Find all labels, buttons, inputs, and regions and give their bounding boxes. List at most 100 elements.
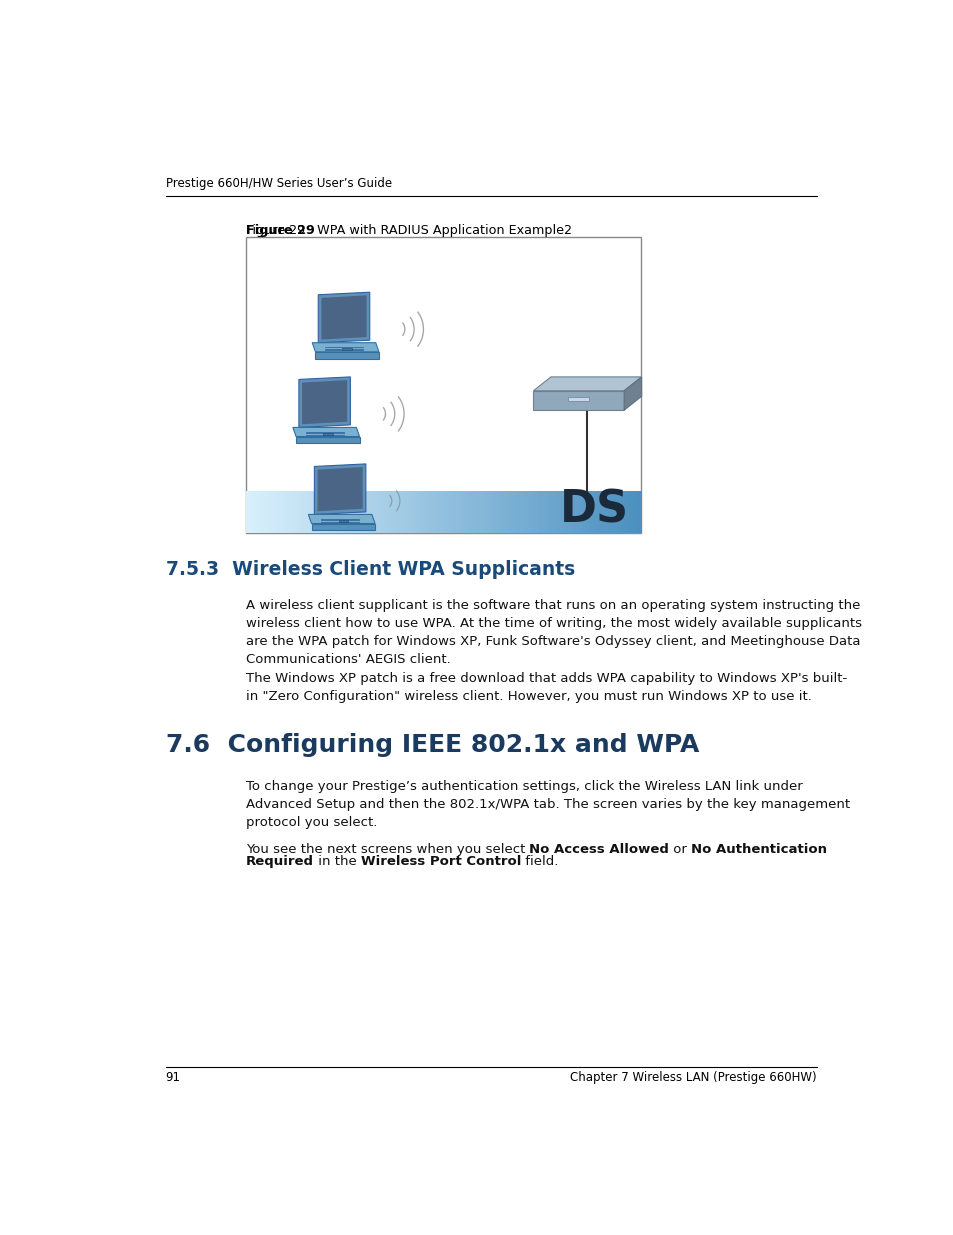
Bar: [269, 490, 274, 534]
Bar: [494, 490, 498, 534]
Bar: [364, 490, 369, 534]
Bar: [558, 490, 562, 534]
Polygon shape: [302, 380, 347, 425]
Bar: [285, 490, 290, 534]
Bar: [300, 490, 305, 534]
Bar: [253, 490, 258, 534]
Bar: [368, 490, 373, 534]
Bar: [541, 490, 546, 534]
Bar: [537, 490, 542, 534]
Polygon shape: [308, 515, 375, 524]
Bar: [514, 490, 518, 534]
Bar: [458, 490, 463, 534]
Bar: [466, 490, 471, 534]
Text: You see the next screens when you select: You see the next screens when you select: [245, 842, 529, 856]
Text: Wireless Port Control: Wireless Port Control: [360, 855, 520, 868]
Bar: [416, 490, 420, 534]
Bar: [352, 490, 356, 534]
Bar: [443, 490, 448, 534]
Bar: [431, 490, 436, 534]
Bar: [257, 490, 262, 534]
Bar: [403, 490, 408, 534]
Bar: [305, 490, 310, 534]
Bar: [313, 490, 317, 534]
Text: or: or: [668, 842, 691, 856]
Bar: [521, 490, 526, 534]
Text: 7.5.3  Wireless Client WPA Supplicants: 7.5.3 Wireless Client WPA Supplicants: [166, 561, 575, 579]
Bar: [581, 490, 586, 534]
Polygon shape: [317, 467, 362, 511]
Bar: [502, 490, 507, 534]
Bar: [309, 490, 314, 534]
Bar: [545, 490, 550, 534]
Bar: [375, 490, 380, 534]
Bar: [561, 490, 566, 534]
Bar: [510, 490, 515, 534]
Bar: [632, 490, 637, 534]
Bar: [273, 490, 277, 534]
Text: Required: Required: [245, 855, 314, 868]
Bar: [395, 490, 400, 534]
Text: DS: DS: [559, 489, 628, 532]
Bar: [438, 490, 443, 534]
Text: Chapter 7 Wireless LAN (Prestige 660HW): Chapter 7 Wireless LAN (Prestige 660HW): [570, 1072, 816, 1084]
Bar: [423, 490, 428, 534]
Bar: [281, 490, 286, 534]
Bar: [277, 490, 282, 534]
Bar: [534, 490, 538, 534]
Bar: [383, 490, 388, 534]
Bar: [517, 490, 522, 534]
Polygon shape: [533, 377, 641, 390]
Bar: [565, 490, 570, 534]
Bar: [478, 490, 483, 534]
Bar: [245, 237, 640, 534]
Bar: [388, 490, 393, 534]
Bar: [498, 490, 503, 534]
Bar: [490, 490, 495, 534]
Bar: [316, 490, 321, 534]
Bar: [617, 490, 621, 534]
Bar: [296, 490, 301, 534]
Text: No Access Allowed: No Access Allowed: [529, 842, 668, 856]
Polygon shape: [298, 377, 350, 427]
Bar: [379, 490, 384, 534]
Bar: [526, 490, 531, 534]
Bar: [593, 490, 598, 534]
Polygon shape: [314, 464, 366, 515]
Bar: [530, 490, 535, 534]
Bar: [451, 490, 456, 534]
Polygon shape: [312, 343, 378, 352]
Bar: [471, 490, 476, 534]
Bar: [506, 490, 511, 534]
Text: Figure 29: Figure 29: [245, 224, 314, 237]
Text: Figure 29   WPA with RADIUS Application Example2: Figure 29 WPA with RADIUS Application Ex…: [245, 224, 571, 237]
Polygon shape: [623, 377, 641, 410]
Bar: [323, 432, 333, 435]
Bar: [549, 490, 554, 534]
Bar: [250, 490, 254, 534]
Bar: [628, 490, 633, 534]
Bar: [348, 490, 353, 534]
Bar: [427, 490, 432, 534]
Bar: [604, 490, 609, 534]
Text: in the: in the: [314, 855, 360, 868]
Text: To change your Prestige’s authentication settings, click the Wireless LAN link u: To change your Prestige’s authentication…: [245, 779, 849, 829]
Bar: [320, 490, 325, 534]
Bar: [609, 490, 614, 534]
Bar: [435, 490, 439, 534]
Bar: [355, 490, 360, 534]
Bar: [336, 490, 341, 534]
Bar: [475, 490, 479, 534]
Bar: [589, 490, 594, 534]
Bar: [585, 490, 590, 534]
Bar: [372, 490, 376, 534]
Bar: [261, 490, 266, 534]
Bar: [265, 490, 270, 534]
Bar: [447, 490, 452, 534]
Bar: [360, 490, 365, 534]
Polygon shape: [321, 295, 366, 340]
Text: 7.6  Configuring IEEE 802.1x and WPA: 7.6 Configuring IEEE 802.1x and WPA: [166, 734, 699, 757]
Bar: [462, 490, 467, 534]
Bar: [573, 490, 578, 534]
Bar: [342, 348, 352, 350]
